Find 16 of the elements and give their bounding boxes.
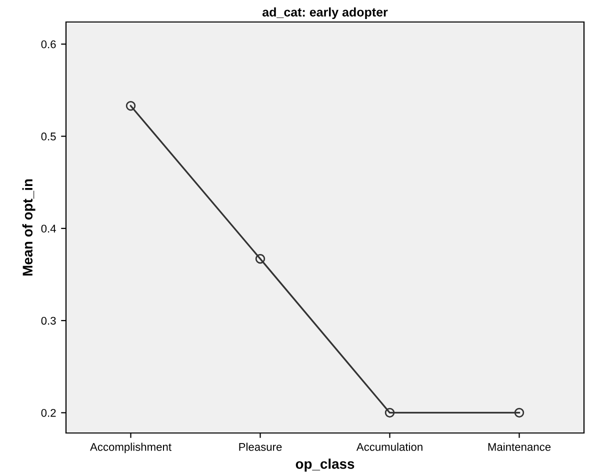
x-axis-title: op_class <box>296 458 354 472</box>
y-tick-label: 0.4 <box>41 224 56 233</box>
point <box>514 408 524 418</box>
chart-title: ad_cat: early adopter <box>262 7 388 20</box>
point <box>255 254 266 264</box>
y-tick-label: 0.6 <box>41 40 56 48</box>
point <box>384 408 395 418</box>
y-axis-title: Mean of opt_in <box>22 179 36 276</box>
y-tick-label: 0.2 <box>41 408 56 417</box>
x-tick-label: Accumulation <box>356 442 422 451</box>
y-tick-label: 0.3 <box>41 316 56 325</box>
x-tick-label: Pleasure <box>239 442 282 451</box>
y-tick-label: 0.5 <box>41 132 56 140</box>
point <box>126 100 136 111</box>
x-tick-label: Maintenance <box>488 442 551 451</box>
x-tick-label: Accomplishment <box>90 442 172 454</box>
